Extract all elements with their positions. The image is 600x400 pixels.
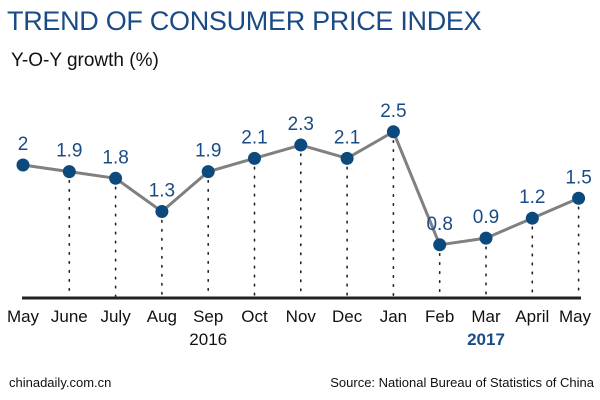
data-point	[155, 205, 169, 219]
year-label: 2016	[189, 330, 227, 349]
data-point	[433, 238, 447, 252]
x-tick-label: Nov	[286, 307, 317, 326]
x-tick-label: Feb	[425, 307, 454, 326]
data-label: 2.1	[334, 127, 360, 148]
x-tick-label: April	[515, 307, 549, 326]
x-tick-label: May	[7, 307, 40, 326]
x-tick-label: May	[559, 307, 592, 326]
x-tick-label: June	[51, 307, 88, 326]
data-point	[340, 151, 354, 165]
data-label: 1.2	[519, 187, 545, 208]
data-point	[16, 158, 30, 172]
x-tick-label: Mar	[471, 307, 501, 326]
data-label: 1.9	[195, 141, 221, 162]
x-tick-label: Aug	[147, 307, 177, 326]
data-label: 1.5	[565, 167, 591, 188]
data-point	[62, 165, 76, 179]
year-label: 2017	[467, 330, 505, 349]
data-label: 0.9	[473, 207, 499, 228]
data-point	[386, 125, 400, 139]
x-tick-label: Sep	[193, 307, 223, 326]
data-label: 1.3	[149, 181, 175, 202]
data-label: 1.9	[56, 141, 82, 162]
x-tick-label: Jan	[380, 307, 407, 326]
data-point	[294, 138, 308, 152]
data-label: 0.8	[426, 214, 452, 235]
x-tick-label: Dec	[332, 307, 363, 326]
data-label: 1.8	[102, 147, 128, 168]
data-label: 2.3	[288, 114, 314, 135]
data-label: 2	[18, 134, 29, 155]
data-point	[248, 151, 261, 165]
data-point	[201, 165, 215, 179]
data-label: 2.5	[380, 101, 406, 122]
data-label: 2.1	[241, 127, 267, 148]
x-tick-label: July	[100, 307, 131, 326]
credit-text: chinadaily.com.cn	[9, 375, 112, 390]
x-tick-label: Oct	[241, 307, 268, 326]
chart-title: TREND OF CONSUMER PRICE INDEX	[7, 6, 482, 36]
data-point	[525, 211, 539, 225]
y-axis-label: Y-O-Y growth (%)	[11, 50, 159, 71]
source-text: Source: National Bureau of Statistics of…	[330, 375, 594, 390]
data-point	[479, 231, 493, 245]
data-point	[572, 191, 586, 205]
data-point	[109, 171, 123, 185]
